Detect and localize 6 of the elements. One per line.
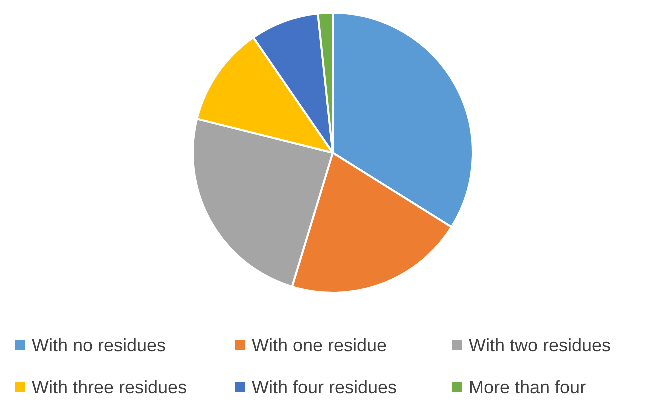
legend-label: More than four	[469, 377, 586, 398]
legend-label: With one residue	[252, 335, 388, 356]
legend-label: With four residues	[252, 377, 398, 398]
legend-label: With two residues	[469, 335, 612, 356]
legend-label: With no residues	[32, 335, 166, 356]
legend-label: With three residues	[32, 377, 188, 398]
